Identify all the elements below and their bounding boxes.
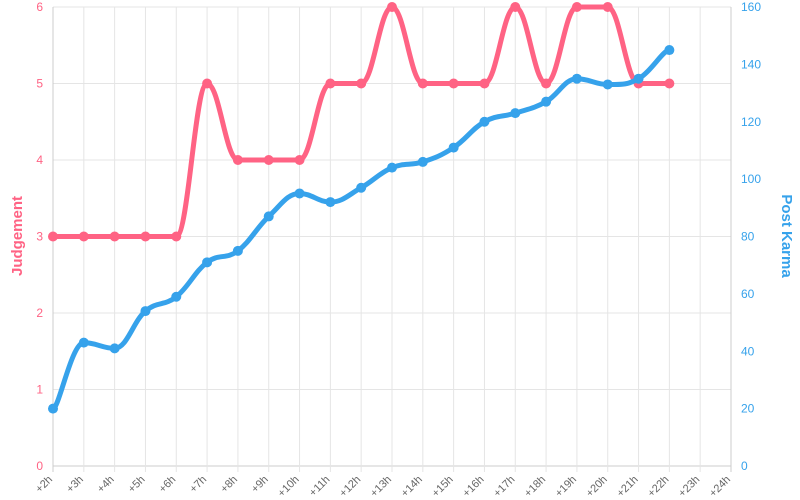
data-point[interactable] xyxy=(633,73,644,84)
right-axis-title: Post Karma xyxy=(778,194,795,278)
data-point[interactable] xyxy=(202,78,213,89)
left-tick-label: 5 xyxy=(36,77,43,91)
x-tick-label: +5h xyxy=(126,474,148,496)
data-point[interactable] xyxy=(664,45,675,56)
right-tick-label: 160 xyxy=(741,0,761,14)
data-point[interactable] xyxy=(571,2,582,12)
data-point[interactable] xyxy=(479,116,490,127)
right-tick-label: 0 xyxy=(741,459,748,473)
data-point[interactable] xyxy=(541,96,552,107)
data-point[interactable] xyxy=(263,211,274,222)
series-post-karma xyxy=(48,45,675,414)
data-point[interactable] xyxy=(325,78,336,89)
left-tick-label: 1 xyxy=(36,383,43,397)
right-tick-label: 40 xyxy=(741,344,755,358)
data-point[interactable] xyxy=(232,155,243,165)
data-point[interactable] xyxy=(294,155,305,165)
data-point[interactable] xyxy=(448,78,459,89)
data-point[interactable] xyxy=(325,197,336,208)
x-tick-label: +20h xyxy=(584,474,610,500)
data-point[interactable] xyxy=(171,231,182,242)
data-point[interactable] xyxy=(602,79,613,90)
x-tick-label: +6h xyxy=(157,474,179,496)
x-tick-label: +16h xyxy=(461,474,487,500)
right-tick-label: 100 xyxy=(741,172,761,186)
data-point[interactable] xyxy=(387,162,397,173)
data-point[interactable] xyxy=(140,231,151,242)
data-point[interactable] xyxy=(479,78,490,89)
x-tick-label: +11h xyxy=(307,474,332,499)
data-point[interactable] xyxy=(263,155,274,165)
right-tick-label: 80 xyxy=(741,230,755,244)
left-tick-label: 6 xyxy=(36,0,43,14)
data-point[interactable] xyxy=(109,343,120,354)
data-point[interactable] xyxy=(48,403,58,414)
grid xyxy=(52,6,732,472)
x-tick-label: +10h xyxy=(276,474,302,500)
left-axis: 0 1 2 3 4 5 6 xyxy=(36,0,43,473)
left-tick-label: 0 xyxy=(36,459,43,473)
data-point[interactable] xyxy=(387,2,397,12)
data-point[interactable] xyxy=(602,2,613,12)
x-tick-label: +18h xyxy=(522,474,548,500)
x-tick-label: +19h xyxy=(553,474,579,500)
data-point[interactable] xyxy=(294,188,305,199)
right-tick-label: 120 xyxy=(741,115,761,129)
data-point[interactable] xyxy=(417,78,428,89)
x-tick-label: +8h xyxy=(218,474,240,496)
data-point[interactable] xyxy=(510,2,521,12)
x-tick-label: +3h xyxy=(64,474,86,496)
data-point[interactable] xyxy=(510,108,521,119)
x-tick-label: +24h xyxy=(707,474,733,500)
series-layer xyxy=(48,2,675,414)
x-tick-label: +15h xyxy=(430,474,456,500)
left-axis-title: Judgement xyxy=(9,196,26,276)
data-point[interactable] xyxy=(109,231,120,242)
left-tick-label: 2 xyxy=(36,306,43,320)
data-point[interactable] xyxy=(448,142,459,153)
x-tick-label: +14h xyxy=(399,474,425,500)
data-point[interactable] xyxy=(417,156,428,167)
x-tick-label: +22h xyxy=(645,474,671,500)
data-point[interactable] xyxy=(171,291,182,302)
x-tick-label: +21h xyxy=(615,474,641,500)
data-point[interactable] xyxy=(202,257,213,268)
data-point[interactable] xyxy=(232,245,243,256)
left-tick-label: 3 xyxy=(36,230,43,244)
right-axis: 0 20 40 60 80 100 120 140 160 xyxy=(741,0,761,473)
x-tick-label: +7h xyxy=(188,474,210,496)
data-point[interactable] xyxy=(356,182,367,193)
right-tick-label: 60 xyxy=(741,287,755,301)
data-point[interactable] xyxy=(571,73,582,84)
right-tick-label: 20 xyxy=(741,402,755,416)
x-tick-label: +12h xyxy=(337,474,363,500)
x-tick-label: +17h xyxy=(491,474,517,500)
data-point[interactable] xyxy=(140,306,151,317)
series-judgement xyxy=(48,2,675,242)
data-point[interactable] xyxy=(541,78,552,89)
x-axis: +2h +3h +4h +5h +6h +7h +8h +9h +10h +11h +12h +13h… xyxy=(33,474,733,500)
data-point[interactable] xyxy=(78,337,89,348)
x-tick-label: +9h xyxy=(249,474,271,496)
data-point[interactable] xyxy=(78,231,89,242)
x-tick-label: +2h xyxy=(33,474,55,496)
left-tick-label: 4 xyxy=(36,153,43,167)
data-point[interactable] xyxy=(356,78,367,89)
x-tick-label: +4h xyxy=(95,474,117,496)
x-tick-label: +13h xyxy=(368,474,394,500)
data-point[interactable] xyxy=(48,231,58,242)
x-tick-label: +23h xyxy=(676,474,702,500)
right-tick-label: 140 xyxy=(741,57,761,71)
data-point[interactable] xyxy=(664,78,675,89)
